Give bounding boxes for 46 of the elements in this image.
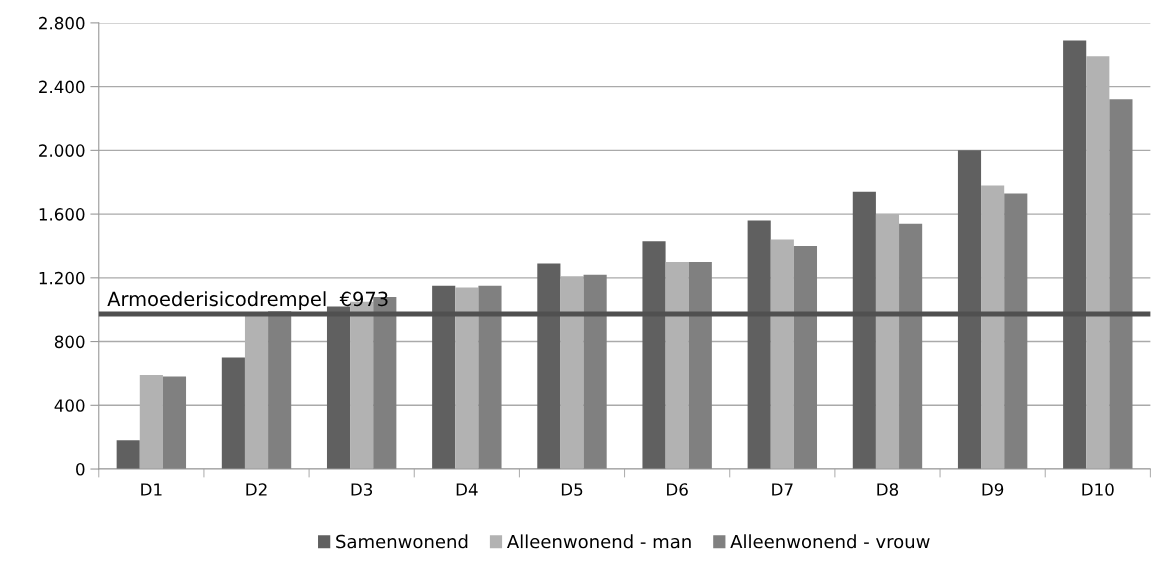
y-tick-label: 0 [76,463,85,476]
bar [1109,99,1133,470]
y-tick-label: 400 [54,399,85,412]
bar [642,241,666,470]
x-tick-label: D4 [456,483,478,496]
x-tick-label: D2 [246,483,267,496]
x-tick-label: D5 [561,483,583,496]
bar [1063,40,1087,470]
legend-label: Alleenwonend - man [506,534,691,549]
legend-label: Alleenwonend - vrouw [730,534,930,549]
bar [326,306,351,470]
bar [583,274,607,470]
x-tick-label: D8 [877,483,899,496]
bar [432,285,456,470]
x-tick-label: D3 [351,483,373,496]
bar [899,223,923,470]
bar [221,357,245,470]
x-tick-label: D9 [982,483,1004,496]
bar [981,185,1005,470]
x-tick-label: D10 [1082,483,1114,496]
bar [478,285,502,470]
bar [665,261,689,470]
bar [162,376,187,470]
bar [747,220,771,470]
x-tick-label: D7 [772,483,793,496]
bar [793,245,818,470]
bar [688,261,712,470]
y-tick-label: 1.200 [39,271,85,285]
x-tick-label: D1 [141,483,162,496]
bar [1004,193,1028,470]
bar [560,276,584,470]
y-tick-label: 2.000 [39,144,85,157]
bar [957,150,982,470]
bar [455,287,479,470]
legend-label: Samenwonend [336,534,468,549]
bar [852,191,876,470]
bar [537,263,561,470]
y-tick-label: 2.400 [39,80,85,94]
bar [116,440,140,470]
x-tick-label: D6 [667,483,688,496]
y-tick-label: 2.800 [39,16,85,30]
y-tick-label: 800 [54,335,85,349]
ref-line-label: Armoederisicodrempel €973 [107,291,388,311]
bar [268,311,292,470]
y-tick-label: 1.600 [39,208,85,221]
bar [770,239,794,470]
